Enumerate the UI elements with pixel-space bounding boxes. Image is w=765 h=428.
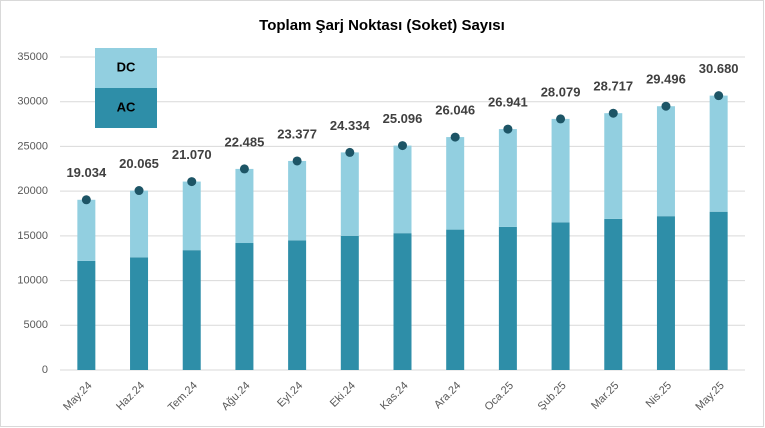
bar-segment bbox=[446, 137, 465, 230]
value-label: 28.079 bbox=[541, 84, 581, 99]
total-dot bbox=[608, 108, 618, 118]
value-label: 21.070 bbox=[172, 147, 212, 162]
total-dot bbox=[450, 132, 460, 142]
bar-segment bbox=[393, 233, 412, 370]
total-dot bbox=[556, 114, 566, 124]
bar-segment bbox=[130, 257, 149, 370]
legend-label: AC bbox=[117, 99, 136, 114]
value-label: 26.046 bbox=[435, 103, 475, 118]
bar-segment bbox=[77, 260, 96, 370]
value-label: 23.377 bbox=[277, 126, 317, 141]
value-label: 28.717 bbox=[593, 79, 633, 94]
bar-segment bbox=[656, 216, 675, 370]
total-dot bbox=[187, 177, 197, 187]
value-label: 29.496 bbox=[646, 72, 686, 87]
total-dot bbox=[661, 101, 671, 111]
bar-segment bbox=[604, 113, 623, 219]
bar-segment bbox=[340, 152, 359, 236]
y-tick-label: 10000 bbox=[17, 274, 48, 286]
value-label: 25.096 bbox=[383, 111, 423, 126]
total-dot bbox=[398, 141, 407, 151]
y-tick-label: 35000 bbox=[17, 51, 48, 63]
bar-segment bbox=[446, 229, 465, 370]
total-dot bbox=[239, 164, 249, 174]
bar-segment bbox=[709, 95, 728, 212]
bar-segment bbox=[656, 106, 675, 217]
total-dot bbox=[134, 186, 144, 196]
value-label: 22.485 bbox=[225, 134, 265, 149]
bar-segment bbox=[498, 226, 517, 370]
bar-segment bbox=[182, 181, 201, 251]
bar-segment bbox=[551, 118, 570, 223]
chart-title: Toplam Şarj Noktası (Soket) Sayısı bbox=[259, 17, 505, 34]
bar-segment bbox=[498, 129, 517, 227]
value-label: 19.034 bbox=[66, 165, 107, 180]
legend-swatch bbox=[95, 48, 157, 88]
total-dot bbox=[81, 195, 91, 205]
bar-segment bbox=[77, 199, 96, 261]
bar-segment bbox=[288, 240, 307, 370]
bar-segment bbox=[709, 211, 728, 370]
y-tick-label: 15000 bbox=[17, 230, 48, 242]
bar-segment bbox=[235, 243, 254, 370]
bar-segment bbox=[182, 250, 201, 370]
bar-segment bbox=[551, 222, 570, 370]
bar-segment bbox=[130, 190, 149, 258]
value-label: 26.941 bbox=[488, 95, 528, 110]
value-label: 30.680 bbox=[699, 61, 739, 76]
legend-swatch bbox=[95, 88, 157, 128]
total-dot bbox=[714, 91, 724, 101]
y-tick-label: 30000 bbox=[17, 96, 48, 108]
total-dot bbox=[345, 147, 355, 157]
total-dot bbox=[503, 124, 513, 134]
y-tick-label: 20000 bbox=[17, 185, 48, 197]
bar-segment bbox=[288, 160, 307, 241]
legend-label: DC bbox=[117, 59, 136, 74]
bar-segment bbox=[340, 235, 359, 370]
bar-segment bbox=[393, 145, 412, 234]
y-tick-label: 0 bbox=[42, 364, 48, 376]
bar-segment bbox=[235, 168, 254, 244]
value-label: 20.065 bbox=[119, 156, 159, 171]
y-tick-label: 25000 bbox=[17, 140, 48, 152]
y-tick-label: 5000 bbox=[24, 319, 48, 331]
bar-segment bbox=[604, 218, 623, 370]
value-label: 24.334 bbox=[330, 118, 371, 133]
total-dot bbox=[292, 156, 302, 166]
